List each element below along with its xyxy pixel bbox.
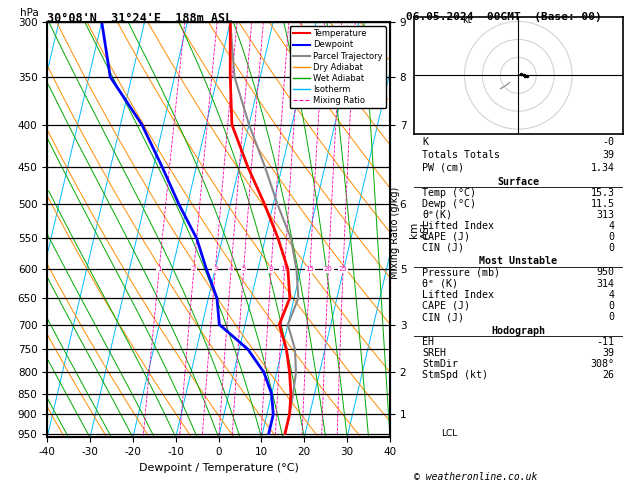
Text: 39: 39 [603,347,615,358]
Text: StmSpd (kt): StmSpd (kt) [422,369,488,380]
Text: 3: 3 [213,266,218,273]
Text: 0: 0 [608,312,615,322]
Text: 39: 39 [603,150,615,160]
Text: LCL: LCL [442,429,458,438]
Text: StmDir: StmDir [422,359,459,368]
Text: 11.5: 11.5 [591,199,615,209]
Text: CIN (J): CIN (J) [422,312,464,322]
Text: 313: 313 [596,210,615,220]
Text: PW (cm): PW (cm) [422,163,464,173]
Text: 314: 314 [596,278,615,289]
Text: θᵉ (K): θᵉ (K) [422,278,459,289]
Text: CIN (J): CIN (J) [422,243,464,253]
Text: Temp (°C): Temp (°C) [422,188,476,198]
Y-axis label: km
ASL: km ASL [409,220,431,240]
Text: SREH: SREH [422,347,446,358]
Text: 2: 2 [192,266,196,273]
Text: Most Unstable: Most Unstable [479,256,557,266]
Text: CAPE (J): CAPE (J) [422,301,470,311]
Text: © weatheronline.co.uk: © weatheronline.co.uk [414,472,537,482]
Text: 0: 0 [608,243,615,253]
Text: Lifted Index: Lifted Index [422,221,494,231]
Text: 15: 15 [306,266,314,273]
Text: K: K [422,138,428,147]
Text: Totals Totals: Totals Totals [422,150,500,160]
Text: 06.05.2024  00GMT  (Base: 00): 06.05.2024 00GMT (Base: 00) [406,12,601,22]
Text: -11: -11 [596,337,615,347]
Text: EH: EH [422,337,434,347]
Text: CAPE (J): CAPE (J) [422,232,470,242]
Text: 0: 0 [608,301,615,311]
Text: 30°08'N  31°24'E  188m ASL: 30°08'N 31°24'E 188m ASL [47,12,233,25]
Text: kt: kt [462,15,471,25]
Text: 20: 20 [324,266,333,273]
Text: Hodograph: Hodograph [491,326,545,336]
Text: 950: 950 [596,267,615,278]
Text: 25: 25 [338,266,347,273]
Text: 5: 5 [242,266,246,273]
Text: 1.34: 1.34 [591,163,615,173]
Text: 0: 0 [608,232,615,242]
Text: 4: 4 [608,290,615,300]
Text: 4: 4 [229,266,233,273]
Text: Lifted Index: Lifted Index [422,290,494,300]
Text: 15.3: 15.3 [591,188,615,198]
Text: Dewp (°C): Dewp (°C) [422,199,476,209]
Text: -0: -0 [603,138,615,147]
Text: hPa: hPa [19,8,38,17]
Text: 8: 8 [269,266,274,273]
Text: Pressure (mb): Pressure (mb) [422,267,500,278]
Text: θᵉ(K): θᵉ(K) [422,210,452,220]
Text: 10: 10 [280,266,289,273]
Text: 4: 4 [608,221,615,231]
X-axis label: Dewpoint / Temperature (°C): Dewpoint / Temperature (°C) [138,463,299,473]
Text: 1: 1 [157,266,162,273]
Legend: Temperature, Dewpoint, Parcel Trajectory, Dry Adiabat, Wet Adiabat, Isotherm, Mi: Temperature, Dewpoint, Parcel Trajectory… [289,26,386,108]
Text: Mixing Ratio (g/kg): Mixing Ratio (g/kg) [390,187,400,279]
Text: 26: 26 [603,369,615,380]
Text: 308°: 308° [591,359,615,368]
Text: Surface: Surface [498,177,539,187]
